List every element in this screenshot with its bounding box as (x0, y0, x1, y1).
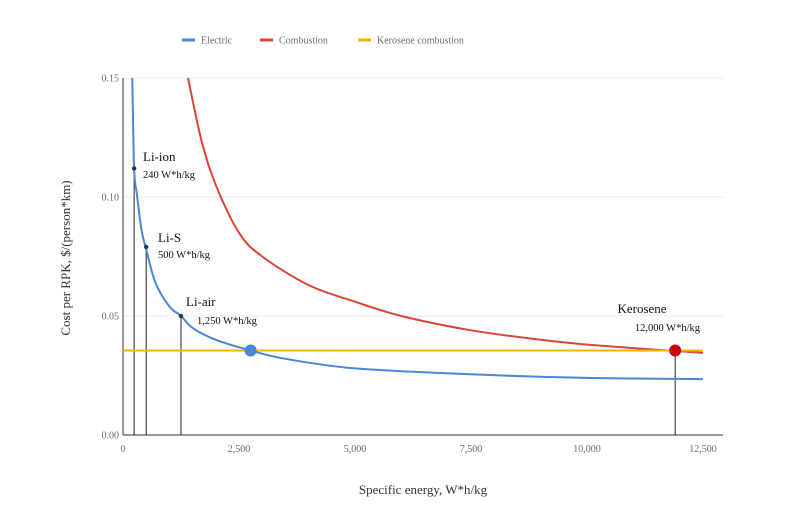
legend: Electric Combustion Kerosene combustion (182, 36, 464, 47)
gridlines (123, 77, 723, 317)
tick-labels: 0 2,500 5,000 7,500 10,000 12,500 0.00 0.05 0.10… (102, 74, 717, 456)
axes (122, 78, 723, 436)
y-tick-label: 0.15 (102, 74, 120, 85)
annotation-label: Li-S (158, 230, 181, 245)
marker-point (144, 244, 149, 250)
y-tick-label: 0.00 (102, 431, 120, 442)
x-tick-label: 2,500 (228, 444, 251, 455)
x-tick-label: 12,500 (689, 444, 717, 455)
x-tick-label: 10,000 (573, 444, 601, 455)
markers (131, 166, 682, 357)
marker-point (131, 166, 137, 171)
annotation-label: Kerosene (617, 301, 666, 316)
marker-dot (244, 344, 257, 357)
x-tick-label: 7,500 (460, 444, 483, 455)
drop-lines (133, 168, 676, 435)
legend-label: Kerosene combustion (377, 36, 464, 47)
series-lines (123, 77, 704, 381)
annotation-value: 240 W*h/kg (143, 170, 196, 181)
annotation-label: Li-ion (143, 149, 176, 164)
y-tick-label: 0.05 (102, 312, 120, 323)
annotation-value: 1,250 W*h/kg (197, 316, 258, 327)
marker-point (178, 313, 184, 319)
annotations: Li-ion 240 W*h/kg Li-S 500 W*h/kg Li-air 1,25… (143, 149, 701, 334)
y-tick-label: 0.10 (102, 193, 120, 204)
annotation-value: 500 W*h/kg (158, 250, 211, 261)
x-axis-title: Specific energy, W*h/kg (359, 482, 488, 497)
series-electric (131, 77, 704, 381)
legend-label: Electric (201, 36, 233, 47)
y-axis-title: Cost per RPK, $/(person*km) (58, 180, 73, 335)
marker-dot (669, 344, 682, 357)
x-tick-label: 5,000 (344, 444, 367, 455)
series-combustion (187, 77, 704, 354)
x-tick-label: 0 (121, 444, 126, 455)
annotation-label: Li-air (186, 294, 216, 309)
annotation-value: 12,000 W*h/kg (635, 323, 701, 334)
legend-label: Combustion (279, 36, 328, 47)
